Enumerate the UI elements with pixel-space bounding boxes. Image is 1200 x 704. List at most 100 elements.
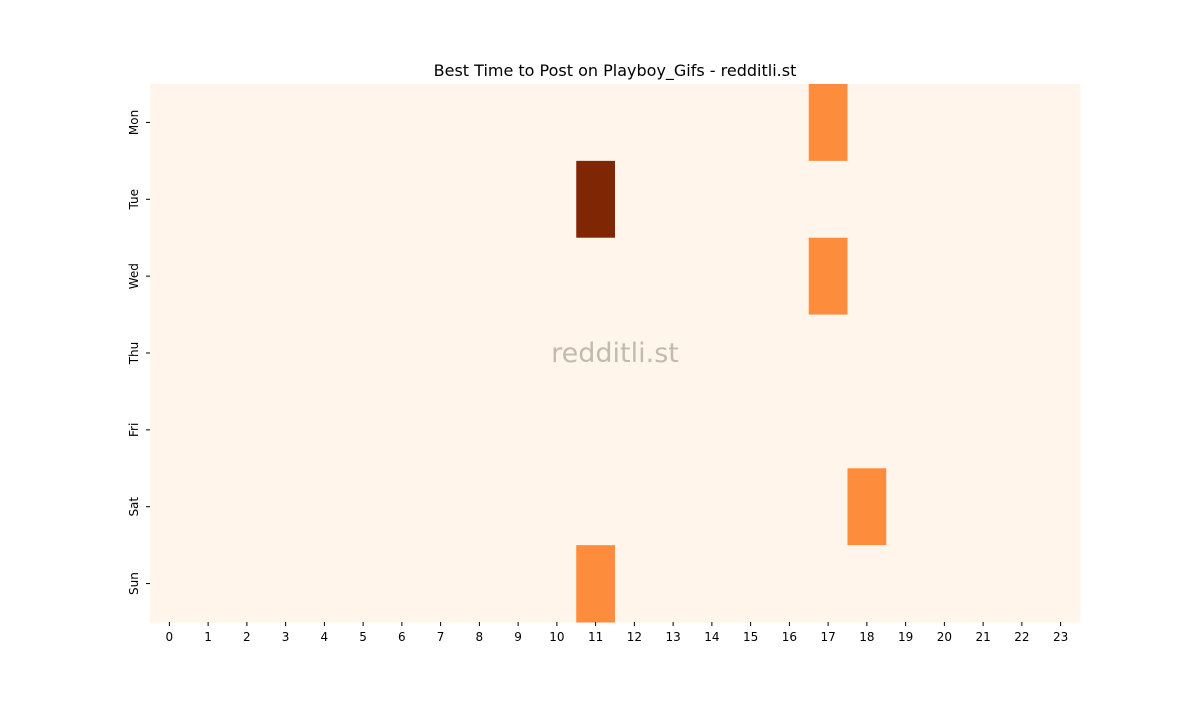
heatmap-cell xyxy=(343,314,383,392)
x-tick-label: 17 xyxy=(820,630,835,644)
heatmap-cell xyxy=(770,545,810,623)
y-tick-label: Fri xyxy=(127,423,141,437)
heatmap-cell xyxy=(731,160,771,239)
heatmap-cell xyxy=(770,237,810,316)
heatmap-cell xyxy=(498,84,538,162)
heatmap-cell xyxy=(615,237,655,316)
x-tick-label: 10 xyxy=(549,630,564,644)
heatmap-cell xyxy=(1002,84,1042,162)
x-tick-label: 21 xyxy=(975,630,990,644)
heatmap-cell xyxy=(731,468,771,546)
heatmap-cell xyxy=(305,391,345,469)
heatmap-cell xyxy=(963,545,1003,623)
heatmap-cell xyxy=(692,545,732,623)
y-tick-label: Mon xyxy=(127,110,141,135)
heatmap-cell xyxy=(653,468,693,546)
heatmap-cell xyxy=(808,314,848,392)
heatmap-cell xyxy=(460,314,500,392)
heatmap-cell xyxy=(731,314,771,392)
heatmap-cell xyxy=(343,468,383,546)
heatmap-cell xyxy=(808,160,848,239)
heatmap-cell xyxy=(227,160,267,239)
heatmap-cell xyxy=(305,160,345,239)
heatmap-cell xyxy=(266,468,306,546)
y-tick-label: Tue xyxy=(127,189,141,211)
heatmap-cell xyxy=(1041,468,1081,546)
heatmap-cell xyxy=(266,391,306,469)
heatmap-cell xyxy=(692,84,732,162)
heatmap-cell xyxy=(963,84,1003,162)
heatmap-cell xyxy=(731,84,771,162)
heatmap-cell xyxy=(305,545,345,623)
x-tick-label: 0 xyxy=(166,630,174,644)
x-tick-label: 3 xyxy=(282,630,290,644)
heatmap-cell xyxy=(653,160,693,239)
heatmap-cell xyxy=(460,160,500,239)
heatmap-cell xyxy=(305,314,345,392)
x-tick-label: 9 xyxy=(514,630,522,644)
heatmap-cell xyxy=(1041,545,1081,623)
heatmap-cell xyxy=(343,160,383,239)
heatmap-cell xyxy=(498,160,538,239)
heatmap-cell xyxy=(770,160,810,239)
heatmap-cell xyxy=(1002,391,1042,469)
x-tick-label: 15 xyxy=(743,630,758,644)
heatmap-cell xyxy=(615,391,655,469)
heatmap-cell xyxy=(460,468,500,546)
heatmap-cell xyxy=(460,545,500,623)
heatmap-cell xyxy=(537,468,577,546)
heatmap-cell xyxy=(537,84,577,162)
heatmap-cell xyxy=(305,84,345,162)
heatmap-cell xyxy=(886,468,926,546)
heatmap-cell xyxy=(653,314,693,392)
heatmap-cell xyxy=(227,468,267,546)
heatmap-cell xyxy=(382,84,422,162)
heatmap-cell xyxy=(150,391,190,469)
x-tick-label: 1 xyxy=(204,630,212,644)
heatmap-cell xyxy=(382,314,422,392)
heatmap-cell xyxy=(382,237,422,316)
heatmap-cell xyxy=(227,545,267,623)
heatmap-cell xyxy=(150,545,190,623)
heatmap-cell xyxy=(731,545,771,623)
heatmap-cell xyxy=(576,160,616,239)
heatmap-cell xyxy=(1041,314,1081,392)
heatmap-cell xyxy=(963,468,1003,546)
heatmap-cell xyxy=(808,237,848,316)
heatmap-cell xyxy=(576,314,616,392)
y-tick-label: Thu xyxy=(127,342,141,366)
heatmap-cell xyxy=(925,314,965,392)
heatmap-cell xyxy=(305,468,345,546)
heatmap-cell xyxy=(808,391,848,469)
y-axis: Mon Tue Wed Thu Fri Sat Sun xyxy=(127,110,150,595)
heatmap-cell xyxy=(963,160,1003,239)
x-tick-label: 20 xyxy=(937,630,952,644)
heatmap-cell xyxy=(266,160,306,239)
heatmap-cell xyxy=(188,545,228,623)
heatmap-cell xyxy=(847,237,887,316)
heatmap-cell xyxy=(537,391,577,469)
heatmap-cell xyxy=(886,545,926,623)
heatmap-cell xyxy=(615,160,655,239)
heatmap-cell xyxy=(847,391,887,469)
heatmap-cell xyxy=(653,84,693,162)
heatmap-cell xyxy=(343,545,383,623)
heatmap-cell xyxy=(227,391,267,469)
x-tick-label: 8 xyxy=(476,630,484,644)
heatmap-cell xyxy=(188,237,228,316)
heatmap-cell xyxy=(576,468,616,546)
heatmap-cell xyxy=(925,468,965,546)
heatmap-cell xyxy=(150,468,190,546)
y-tick-label: Wed xyxy=(127,263,141,289)
heatmap-cell xyxy=(498,391,538,469)
heatmap-cell xyxy=(343,391,383,469)
heatmap-cell xyxy=(615,468,655,546)
x-tick-label: 23 xyxy=(1053,630,1068,644)
heatmap-cell xyxy=(421,468,461,546)
heatmap-cell xyxy=(227,84,267,162)
heatmap-cell xyxy=(498,468,538,546)
heatmap-cell xyxy=(847,545,887,623)
heatmap-cell xyxy=(266,545,306,623)
heatmap-cell xyxy=(460,391,500,469)
heatmap-cell xyxy=(537,314,577,392)
